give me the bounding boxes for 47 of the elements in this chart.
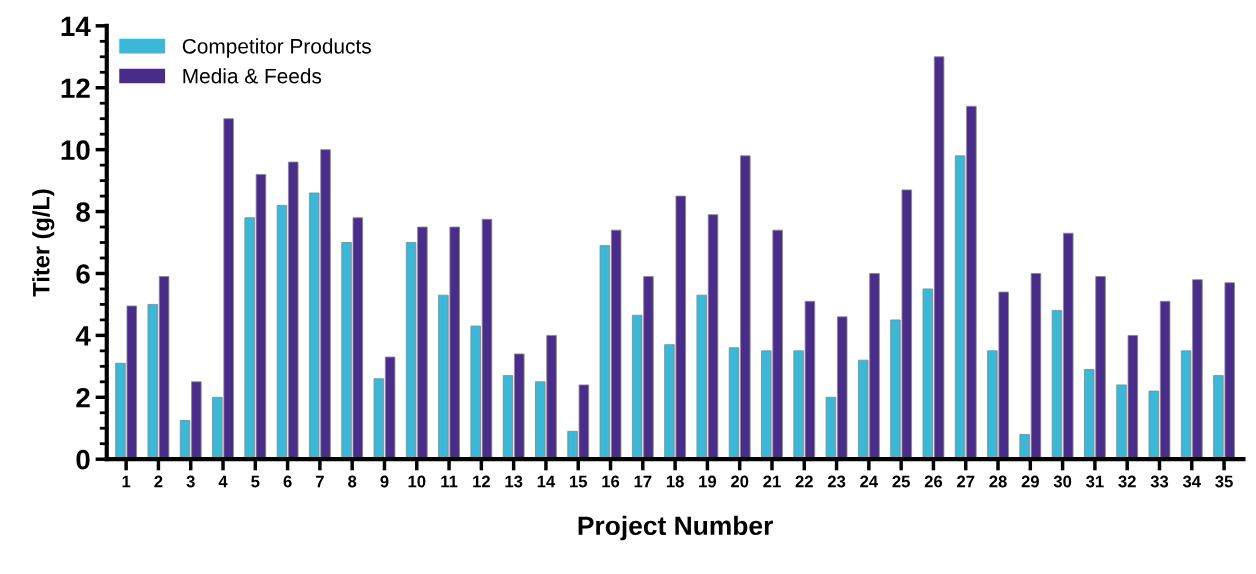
x-tick-label: 3 <box>186 475 195 488</box>
x-axis-title: Project Number <box>578 515 773 541</box>
x-tick-label: 12 <box>473 475 490 488</box>
x-tick-label: 20 <box>730 475 749 488</box>
x-tick-label: 28 <box>989 475 1007 488</box>
y-axis-title: Titer (g/L) <box>32 189 55 297</box>
x-tick-label: 30 <box>1053 475 1072 488</box>
x-tick-label: 13 <box>505 475 523 488</box>
y-tick-label: 6 <box>76 264 90 284</box>
y-tick-label: 12 <box>61 78 90 98</box>
x-tick-label: 23 <box>827 475 846 488</box>
x-tick-label: 19 <box>699 475 717 488</box>
x-tick-label: 2 <box>154 475 163 488</box>
x-tick-label: 24 <box>860 475 879 488</box>
x-tick-label: 14 <box>537 475 556 488</box>
x-tick-label: 22 <box>795 475 813 488</box>
x-tick-label: 27 <box>957 475 975 488</box>
x-tick-label: 9 <box>380 475 389 488</box>
x-tick-label: 35 <box>1215 475 1233 488</box>
x-tick-label: 25 <box>892 475 910 488</box>
x-tick-label: 7 <box>315 475 324 488</box>
x-tick-label: 17 <box>634 475 652 488</box>
x-tick-label: 4 <box>218 475 228 488</box>
x-tick-label: 34 <box>1182 475 1201 488</box>
y-tick-label: 8 <box>76 202 90 222</box>
x-tick-label: 32 <box>1118 475 1136 488</box>
y-tick-label: 4 <box>75 326 91 346</box>
y-tick-label: 2 <box>76 387 90 408</box>
x-tick-label: 8 <box>348 475 357 488</box>
x-tick-label: 29 <box>1021 475 1039 488</box>
x-tick-label: 11 <box>441 475 458 488</box>
x-tick-label: 16 <box>602 475 620 488</box>
x-tick-label: 1 <box>122 475 131 488</box>
x-tick-label: 5 <box>251 475 260 488</box>
legend-label: Media & Feeds <box>183 68 322 84</box>
x-tick-label: 18 <box>666 475 684 488</box>
x-tick-label: 6 <box>283 475 292 488</box>
x-tick-label: 15 <box>570 475 588 488</box>
y-tick-label: 14 <box>61 16 91 36</box>
legend-label: Competitor Products <box>182 38 371 58</box>
x-tick-label: 21 <box>763 475 781 488</box>
x-tick-label: 33 <box>1150 475 1169 488</box>
y-tick-label: 10 <box>61 140 90 160</box>
x-tick-label: 31 <box>1086 475 1104 488</box>
y-tick-label: 0 <box>76 449 90 470</box>
x-tick-label: 26 <box>924 475 943 488</box>
x-tick-label: 10 <box>408 475 426 488</box>
